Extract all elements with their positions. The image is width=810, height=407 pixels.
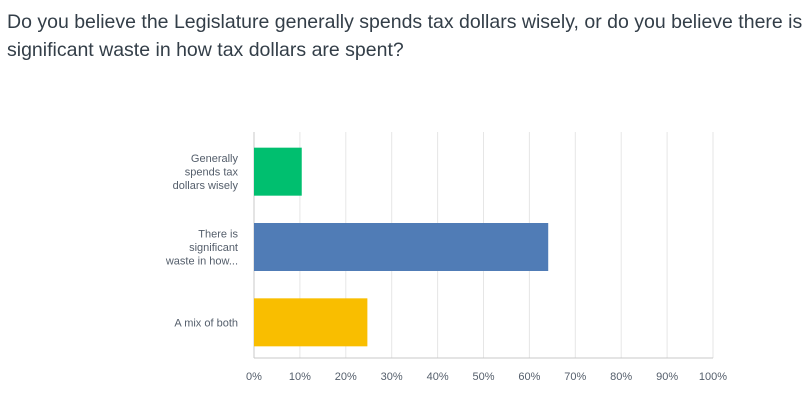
x-tick-label: 30% <box>381 371 403 383</box>
category-label: waste in how... <box>165 256 238 268</box>
category-label: A mix of both <box>174 317 238 329</box>
x-tick-label: 0% <box>246 371 262 383</box>
question-title: Do you believe the Legislature generally… <box>7 11 803 61</box>
category-label: spends tax <box>185 167 239 179</box>
x-tick-label: 40% <box>427 371 449 383</box>
category-label: Generally <box>191 153 239 165</box>
x-tick-label: 20% <box>335 371 357 383</box>
x-tick-label: 70% <box>564 371 586 383</box>
x-tick-label: 50% <box>472 371 494 383</box>
bar <box>254 147 302 196</box>
x-tick-label: 100% <box>699 371 727 383</box>
x-tick-label: 10% <box>289 371 311 383</box>
x-tick-label: 90% <box>656 371 678 383</box>
bar <box>254 298 368 347</box>
category-label: There is <box>198 229 238 241</box>
x-tick-label: 80% <box>610 371 632 383</box>
category-label: dollars wisely <box>173 180 239 192</box>
category-label: significant <box>189 242 238 254</box>
x-tick-label: 60% <box>518 371 540 383</box>
bar <box>254 223 549 271</box>
